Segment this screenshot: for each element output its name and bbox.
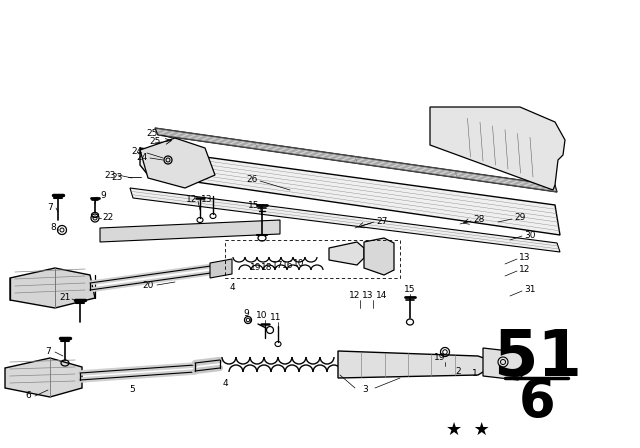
Text: 14: 14 xyxy=(376,290,388,300)
Polygon shape xyxy=(140,138,215,188)
Polygon shape xyxy=(210,259,232,278)
Text: 19: 19 xyxy=(250,263,262,271)
Polygon shape xyxy=(5,358,82,397)
Polygon shape xyxy=(329,242,364,265)
Text: 22: 22 xyxy=(102,214,114,223)
Text: 23: 23 xyxy=(111,172,123,181)
Text: 3: 3 xyxy=(362,385,368,395)
Polygon shape xyxy=(130,188,560,252)
Polygon shape xyxy=(140,148,560,235)
Text: 24: 24 xyxy=(136,154,148,163)
Polygon shape xyxy=(338,351,498,378)
Polygon shape xyxy=(483,348,525,380)
Polygon shape xyxy=(364,238,394,275)
Text: 23: 23 xyxy=(104,171,116,180)
Text: 31: 31 xyxy=(524,285,536,294)
Text: 6: 6 xyxy=(25,392,31,401)
Text: 13: 13 xyxy=(519,254,531,263)
Text: 12: 12 xyxy=(519,266,531,275)
Text: 29: 29 xyxy=(515,214,525,223)
Text: 4: 4 xyxy=(222,379,228,388)
Text: 13: 13 xyxy=(362,290,374,300)
Text: 5: 5 xyxy=(129,385,135,395)
Text: 11: 11 xyxy=(270,314,282,323)
Text: 28: 28 xyxy=(474,215,484,224)
Text: 30: 30 xyxy=(524,231,536,240)
Text: ★  ★: ★ ★ xyxy=(446,421,490,439)
Text: 24: 24 xyxy=(131,147,143,156)
Text: 9: 9 xyxy=(100,191,106,201)
Text: 51: 51 xyxy=(493,327,581,389)
Text: 1: 1 xyxy=(472,369,478,378)
Text: 17: 17 xyxy=(272,260,284,270)
Text: 18: 18 xyxy=(261,263,273,271)
Text: 19: 19 xyxy=(435,353,445,362)
Text: 25: 25 xyxy=(147,129,157,138)
Text: 26: 26 xyxy=(246,176,258,185)
Text: 7: 7 xyxy=(47,203,53,212)
Text: 13: 13 xyxy=(201,195,212,204)
Text: 20: 20 xyxy=(142,280,154,289)
Text: 27: 27 xyxy=(376,217,388,227)
Text: 2: 2 xyxy=(455,367,461,376)
Text: 6: 6 xyxy=(518,376,556,428)
Text: 16: 16 xyxy=(282,260,294,270)
Text: 15: 15 xyxy=(248,201,260,210)
Text: 4: 4 xyxy=(229,283,235,292)
Bar xyxy=(225,240,400,278)
Text: 12: 12 xyxy=(349,290,361,300)
Polygon shape xyxy=(100,220,280,242)
Text: 10: 10 xyxy=(293,258,305,267)
Polygon shape xyxy=(10,268,95,308)
Polygon shape xyxy=(155,128,557,192)
Text: 10: 10 xyxy=(256,311,268,320)
Text: 7: 7 xyxy=(45,348,51,357)
Text: 25: 25 xyxy=(149,138,161,146)
Text: 12: 12 xyxy=(186,195,198,204)
Text: 15: 15 xyxy=(404,285,416,294)
Text: 8: 8 xyxy=(50,224,56,233)
Text: 21: 21 xyxy=(60,293,70,302)
Polygon shape xyxy=(430,107,565,190)
Text: 9: 9 xyxy=(243,309,249,318)
